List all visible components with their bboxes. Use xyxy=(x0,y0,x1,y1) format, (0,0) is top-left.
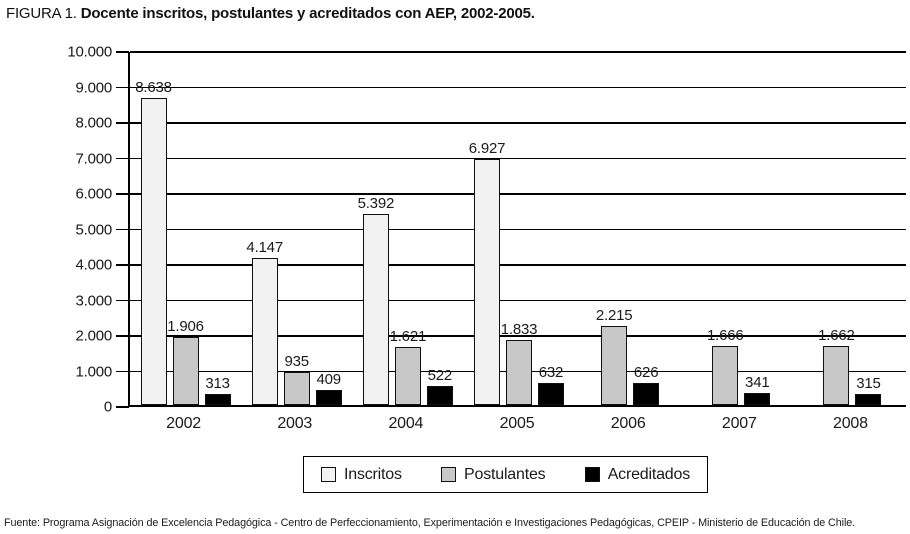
figure-number: FIGURA 1. xyxy=(6,5,77,22)
bar-value-label: 522 xyxy=(427,367,453,385)
bar-value-label: 315 xyxy=(856,374,881,392)
figure-title: FIGURA 1. Docente inscritos, postulantes… xyxy=(6,5,535,22)
gridline xyxy=(130,193,906,195)
bar-postulantes-2007: 1.666 xyxy=(707,327,744,405)
bar-group-2004: 5.392 1.621 522 xyxy=(352,52,463,405)
x-axis-label-2007: 2007 xyxy=(721,415,757,432)
bar-inscritos-2005: 6.927 xyxy=(469,141,505,405)
y-axis-label: 4.000 xyxy=(75,256,112,274)
y-axis-label: 10.000 xyxy=(67,43,112,61)
bar-inscritos-2002: 8.638 xyxy=(135,80,172,405)
y-axis-tick xyxy=(116,122,129,124)
bar-acreditados-2006: 626 xyxy=(633,364,660,405)
legend-swatch-icon xyxy=(584,467,600,482)
gridline xyxy=(130,299,906,302)
bar-value-label: 935 xyxy=(284,352,309,370)
bar-acreditados-2005: 632 xyxy=(537,364,564,405)
legend-label: Postulantes xyxy=(464,465,546,483)
gridline xyxy=(130,157,906,160)
bar-value-label: 5.392 xyxy=(357,194,395,212)
bar-postulantes-2005: 1.833 xyxy=(501,321,537,405)
y-axis-tick xyxy=(116,370,129,373)
x-axis-label-2005: 2005 xyxy=(499,415,535,432)
x-axis-label-2002: 2002 xyxy=(166,415,201,432)
bar-value-label: 6.927 xyxy=(468,140,506,158)
gridline xyxy=(130,86,906,89)
bar-value-label: 4.147 xyxy=(246,238,283,256)
y-axis-tick xyxy=(116,264,129,266)
y-axis-tick xyxy=(116,335,129,337)
bar-postulantes-2003: 935 xyxy=(283,353,310,405)
legend-item-postulantes: Postulantes xyxy=(441,465,546,484)
gridline xyxy=(130,228,906,231)
bar-group-2007: 1.666 341 xyxy=(686,52,797,405)
source-note: Fuente: Programa Asignación de Excelenci… xyxy=(4,517,856,529)
bar-group-2008: 1.662 315 xyxy=(797,52,908,405)
bar-value-label: 1.906 xyxy=(167,318,204,336)
bar-value-label: 1.662 xyxy=(818,327,855,344)
y-axis-label: 5.000 xyxy=(75,221,112,238)
bar-acreditados-2008: 315 xyxy=(855,375,882,405)
y-axis-tick xyxy=(116,51,129,53)
bar-inscritos-2003: 4.147 xyxy=(246,239,283,405)
bar-group-2006: 2.215 626 xyxy=(575,52,686,405)
bar-value-label: 341 xyxy=(745,373,770,391)
y-axis-label: 8.000 xyxy=(75,114,112,132)
bar-value-label: 2.215 xyxy=(595,307,633,325)
bar-value-label: 1.621 xyxy=(389,328,427,346)
legend-label: Inscritos xyxy=(344,465,402,483)
y-axis-label: 2.000 xyxy=(75,327,112,345)
bar-value-label: 1.833 xyxy=(500,320,538,338)
y-axis-tick xyxy=(116,86,129,89)
x-axis-label-2003: 2003 xyxy=(277,415,313,432)
chart-legend: Inscritos Postulantes Acreditados xyxy=(303,456,708,493)
bar-inscritos-2004: 5.392 xyxy=(358,195,394,405)
y-axis-tick xyxy=(116,157,129,160)
bar-value-label: 626 xyxy=(633,363,659,381)
bar-value-label: 313 xyxy=(205,374,230,392)
bar-group-2002: 8.638 1.906 313 xyxy=(130,52,241,405)
legend-swatch-icon xyxy=(441,467,457,482)
bar-value-label: 1.666 xyxy=(706,326,744,344)
y-axis-tick xyxy=(116,406,129,408)
figure-caption: Docente inscritos, postulantes y acredit… xyxy=(80,5,535,22)
gridline xyxy=(130,51,906,53)
y-axis-tick xyxy=(116,228,129,231)
legend-item-acreditados: Acreditados xyxy=(584,465,690,484)
gridline xyxy=(130,335,906,337)
bar-postulantes-2006: 2.215 xyxy=(596,308,633,405)
bar-acreditados-2004: 522 xyxy=(426,368,453,405)
x-axis-labels: 2002 2003 2004 2005 2006 2007 2008 xyxy=(128,415,906,437)
bar-value-label: 632 xyxy=(538,363,564,381)
bar-postulantes-2004: 1.621 xyxy=(390,329,426,405)
bar-chart-plot-area: 8.638 1.906 313 4.147 935 409 5.392 1.621 522 6.9… xyxy=(116,51,908,408)
y-axis-label: 1.000 xyxy=(75,363,112,380)
legend-swatch-icon xyxy=(321,467,336,482)
x-axis-label-2008: 2008 xyxy=(833,415,868,432)
x-axis-label-2004: 2004 xyxy=(388,415,424,432)
bar-acreditados-2007: 341 xyxy=(744,374,771,405)
y-axis-tick xyxy=(116,193,129,195)
gridline xyxy=(130,264,906,266)
bar-postulantes-2002: 1.906 xyxy=(167,319,204,405)
bar-acreditados-2003: 409 xyxy=(315,372,342,405)
x-axis-label-2006: 2006 xyxy=(610,415,646,432)
bar-value-label: 8.638 xyxy=(135,79,172,97)
y-axis-labels: 10.000 9.000 8.000 7.000 6.000 5.000 4.000 3.00… xyxy=(0,45,112,415)
bar-value-label: 409 xyxy=(316,371,341,389)
gridline xyxy=(130,122,906,124)
bar-postulantes-2008: 1.662 xyxy=(818,328,855,405)
y-axis-tick xyxy=(116,299,129,302)
y-axis-label: 3.000 xyxy=(75,292,112,309)
y-axis-label: 9.000 xyxy=(75,79,112,96)
y-axis-label: 6.000 xyxy=(75,185,112,203)
y-axis-label: 0 xyxy=(103,398,112,416)
bar-group-2005: 6.927 1.833 632 xyxy=(463,52,574,405)
legend-label: Acreditados xyxy=(607,465,690,483)
bar-group-2003: 4.147 935 409 xyxy=(241,52,352,405)
bar-acreditados-2002: 313 xyxy=(204,375,231,405)
y-axis-label: 7.000 xyxy=(75,150,112,167)
legend-item-inscritos: Inscritos xyxy=(321,466,402,484)
